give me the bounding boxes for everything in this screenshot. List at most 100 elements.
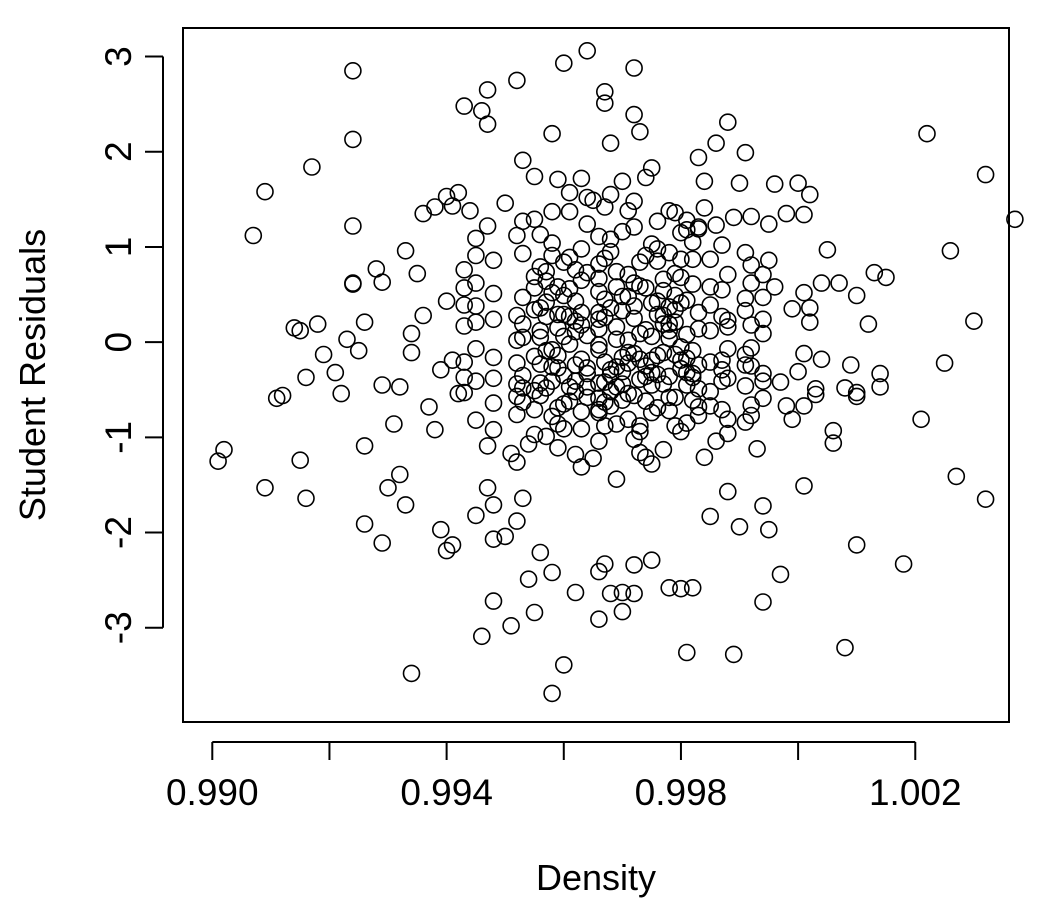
- data-point: [631, 422, 649, 441]
- data-point: [824, 434, 843, 452]
- data-point: [525, 167, 544, 186]
- data-point: [508, 375, 526, 393]
- data-point: [578, 364, 597, 383]
- data-point: [713, 307, 731, 326]
- data-point: [426, 198, 444, 216]
- data-point: [683, 368, 702, 387]
- data-point: [683, 341, 702, 360]
- data-point: [560, 378, 579, 396]
- data-point: [373, 534, 392, 552]
- data-point: [648, 212, 667, 231]
- data-point: [677, 211, 696, 230]
- data-point: [707, 134, 725, 152]
- data-point: [390, 378, 409, 396]
- data-point: [578, 41, 597, 60]
- data-point: [742, 207, 761, 226]
- data-point: [344, 130, 362, 149]
- data-point: [724, 645, 743, 664]
- data-point: [619, 202, 638, 220]
- data-point: [654, 375, 673, 393]
- data-point: [642, 455, 661, 473]
- data-point: [297, 489, 315, 508]
- data-point: [355, 437, 374, 455]
- data-point: [631, 350, 649, 369]
- data-point: [572, 458, 591, 476]
- data-point: [730, 174, 749, 192]
- data-point: [795, 283, 813, 302]
- data-point: [595, 94, 614, 112]
- data-point: [373, 376, 392, 394]
- data-point: [437, 187, 456, 206]
- data-point: [625, 309, 643, 328]
- data-point: [209, 452, 227, 471]
- data-point: [759, 520, 778, 539]
- data-point: [695, 172, 714, 191]
- data-point: [513, 315, 532, 333]
- data-point: [689, 319, 708, 338]
- data-point: [590, 227, 608, 246]
- data-point: [742, 316, 761, 334]
- data-point: [508, 306, 526, 325]
- data-point: [543, 202, 561, 221]
- data-point: [595, 198, 614, 216]
- data-point: [631, 324, 649, 343]
- data-point: [613, 172, 632, 191]
- data-point: [572, 419, 591, 438]
- data-point: [314, 345, 333, 364]
- data-point: [484, 369, 503, 388]
- data-point: [554, 419, 573, 438]
- data-point: [701, 507, 720, 526]
- data-point: [414, 204, 433, 223]
- data-point: [1006, 210, 1024, 229]
- data-point: [543, 372, 561, 391]
- data-point: [455, 317, 474, 335]
- data-point: [478, 115, 497, 133]
- data-point: [554, 253, 573, 272]
- data-point: [642, 235, 661, 253]
- data-point: [765, 278, 784, 296]
- data-point: [625, 274, 643, 292]
- data-point: [513, 379, 532, 397]
- data-point: [332, 384, 351, 403]
- data-point: [736, 143, 755, 162]
- data-point: [455, 97, 474, 115]
- data-point: [636, 367, 655, 386]
- data-point: [455, 368, 474, 387]
- data-point: [467, 313, 485, 332]
- data-point: [543, 124, 561, 143]
- data-point: [502, 444, 520, 463]
- data-point: [560, 202, 579, 221]
- y-tick-label: -3: [98, 611, 139, 644]
- data-point: [508, 71, 526, 90]
- data-point: [754, 372, 772, 391]
- data-point: [297, 368, 315, 387]
- data-point: [601, 185, 620, 204]
- data-point: [625, 297, 643, 315]
- plot-frame: [182, 27, 1010, 723]
- data-point: [754, 389, 772, 408]
- data-point: [484, 530, 503, 549]
- data-point: [742, 339, 761, 357]
- data-point: [344, 62, 362, 80]
- x-axis-title: Density: [536, 857, 656, 898]
- data-point: [420, 398, 438, 416]
- data-point: [625, 344, 643, 363]
- data-point: [847, 383, 866, 402]
- data-point: [718, 339, 737, 358]
- data-point: [689, 148, 708, 167]
- data-point: [666, 286, 684, 305]
- data-point: [654, 440, 673, 459]
- data-point: [402, 343, 421, 362]
- data-point: [566, 292, 585, 311]
- data-point: [467, 411, 485, 430]
- data-point: [660, 202, 679, 220]
- data-point: [595, 290, 614, 309]
- data-point: [718, 113, 737, 131]
- data-point: [642, 159, 661, 177]
- x-tick-label: 0.990: [166, 772, 259, 813]
- data-point: [595, 373, 614, 391]
- data-point: [713, 280, 731, 299]
- data-point: [572, 316, 591, 334]
- data-point: [525, 279, 544, 297]
- data-point: [578, 263, 597, 282]
